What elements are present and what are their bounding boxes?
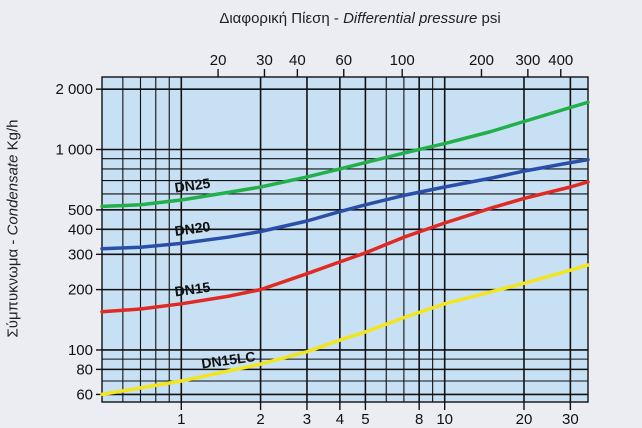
y-tick-label: 1 000 (55, 142, 93, 159)
top-axis-title-suffix: psi (477, 10, 501, 27)
series-line-dn15 (100, 180, 590, 314)
top-tick-label: 400 (548, 52, 573, 69)
y-tick-label: 2 000 (55, 81, 93, 98)
x-tick-label: 1 (177, 411, 185, 428)
x-tick-label: 30 (562, 411, 579, 428)
y-tick-label: 500 (68, 202, 93, 219)
series-label-dn15lc: DN15LC (200, 348, 256, 371)
x-tick-label: 10 (436, 411, 453, 428)
y-tick-label: 400 (68, 221, 93, 238)
series-label-dn25: DN25 (174, 175, 212, 196)
top-tick-label: 20 (210, 52, 227, 69)
y-tick-label: 80 (76, 361, 93, 378)
x-tick-label: 2 (256, 411, 264, 428)
series-line-dn20 (100, 157, 590, 251)
top-tick-label: 200 (469, 52, 494, 69)
plot-frame (101, 76, 589, 403)
y-tick-label: 100 (68, 342, 93, 359)
x-tick-label: 4 (336, 411, 344, 428)
y-tick-label: 60 (76, 386, 93, 403)
top-tick-label: 40 (289, 52, 306, 69)
series-line-dn15lc (100, 263, 590, 397)
top-tick-label: 300 (515, 52, 540, 69)
plot-background (102, 77, 588, 402)
series-line-dn25 (100, 100, 590, 209)
top-axis-title: Διαφορική Πίεση - Differential pressure … (110, 10, 610, 27)
x-tick-label: 3 (303, 411, 311, 428)
series-label-dn20: DN20 (174, 218, 212, 239)
top-tick-label: 100 (390, 52, 415, 69)
top-tick-label: 60 (335, 52, 352, 69)
top-axis-title-prefix: Διαφορική Πίεση - (219, 10, 344, 27)
top-axis-title-italic: Differential pressure (343, 10, 478, 27)
y-tick-label: 300 (68, 246, 93, 263)
x-tick-label: 5 (361, 411, 369, 428)
x-tick-label: 8 (415, 411, 423, 428)
y-tick-label: 200 (68, 282, 93, 299)
x-tick-label: 20 (516, 411, 533, 428)
series-label-dn15: DN15 (174, 279, 212, 300)
top-tick-label: 30 (256, 52, 273, 69)
